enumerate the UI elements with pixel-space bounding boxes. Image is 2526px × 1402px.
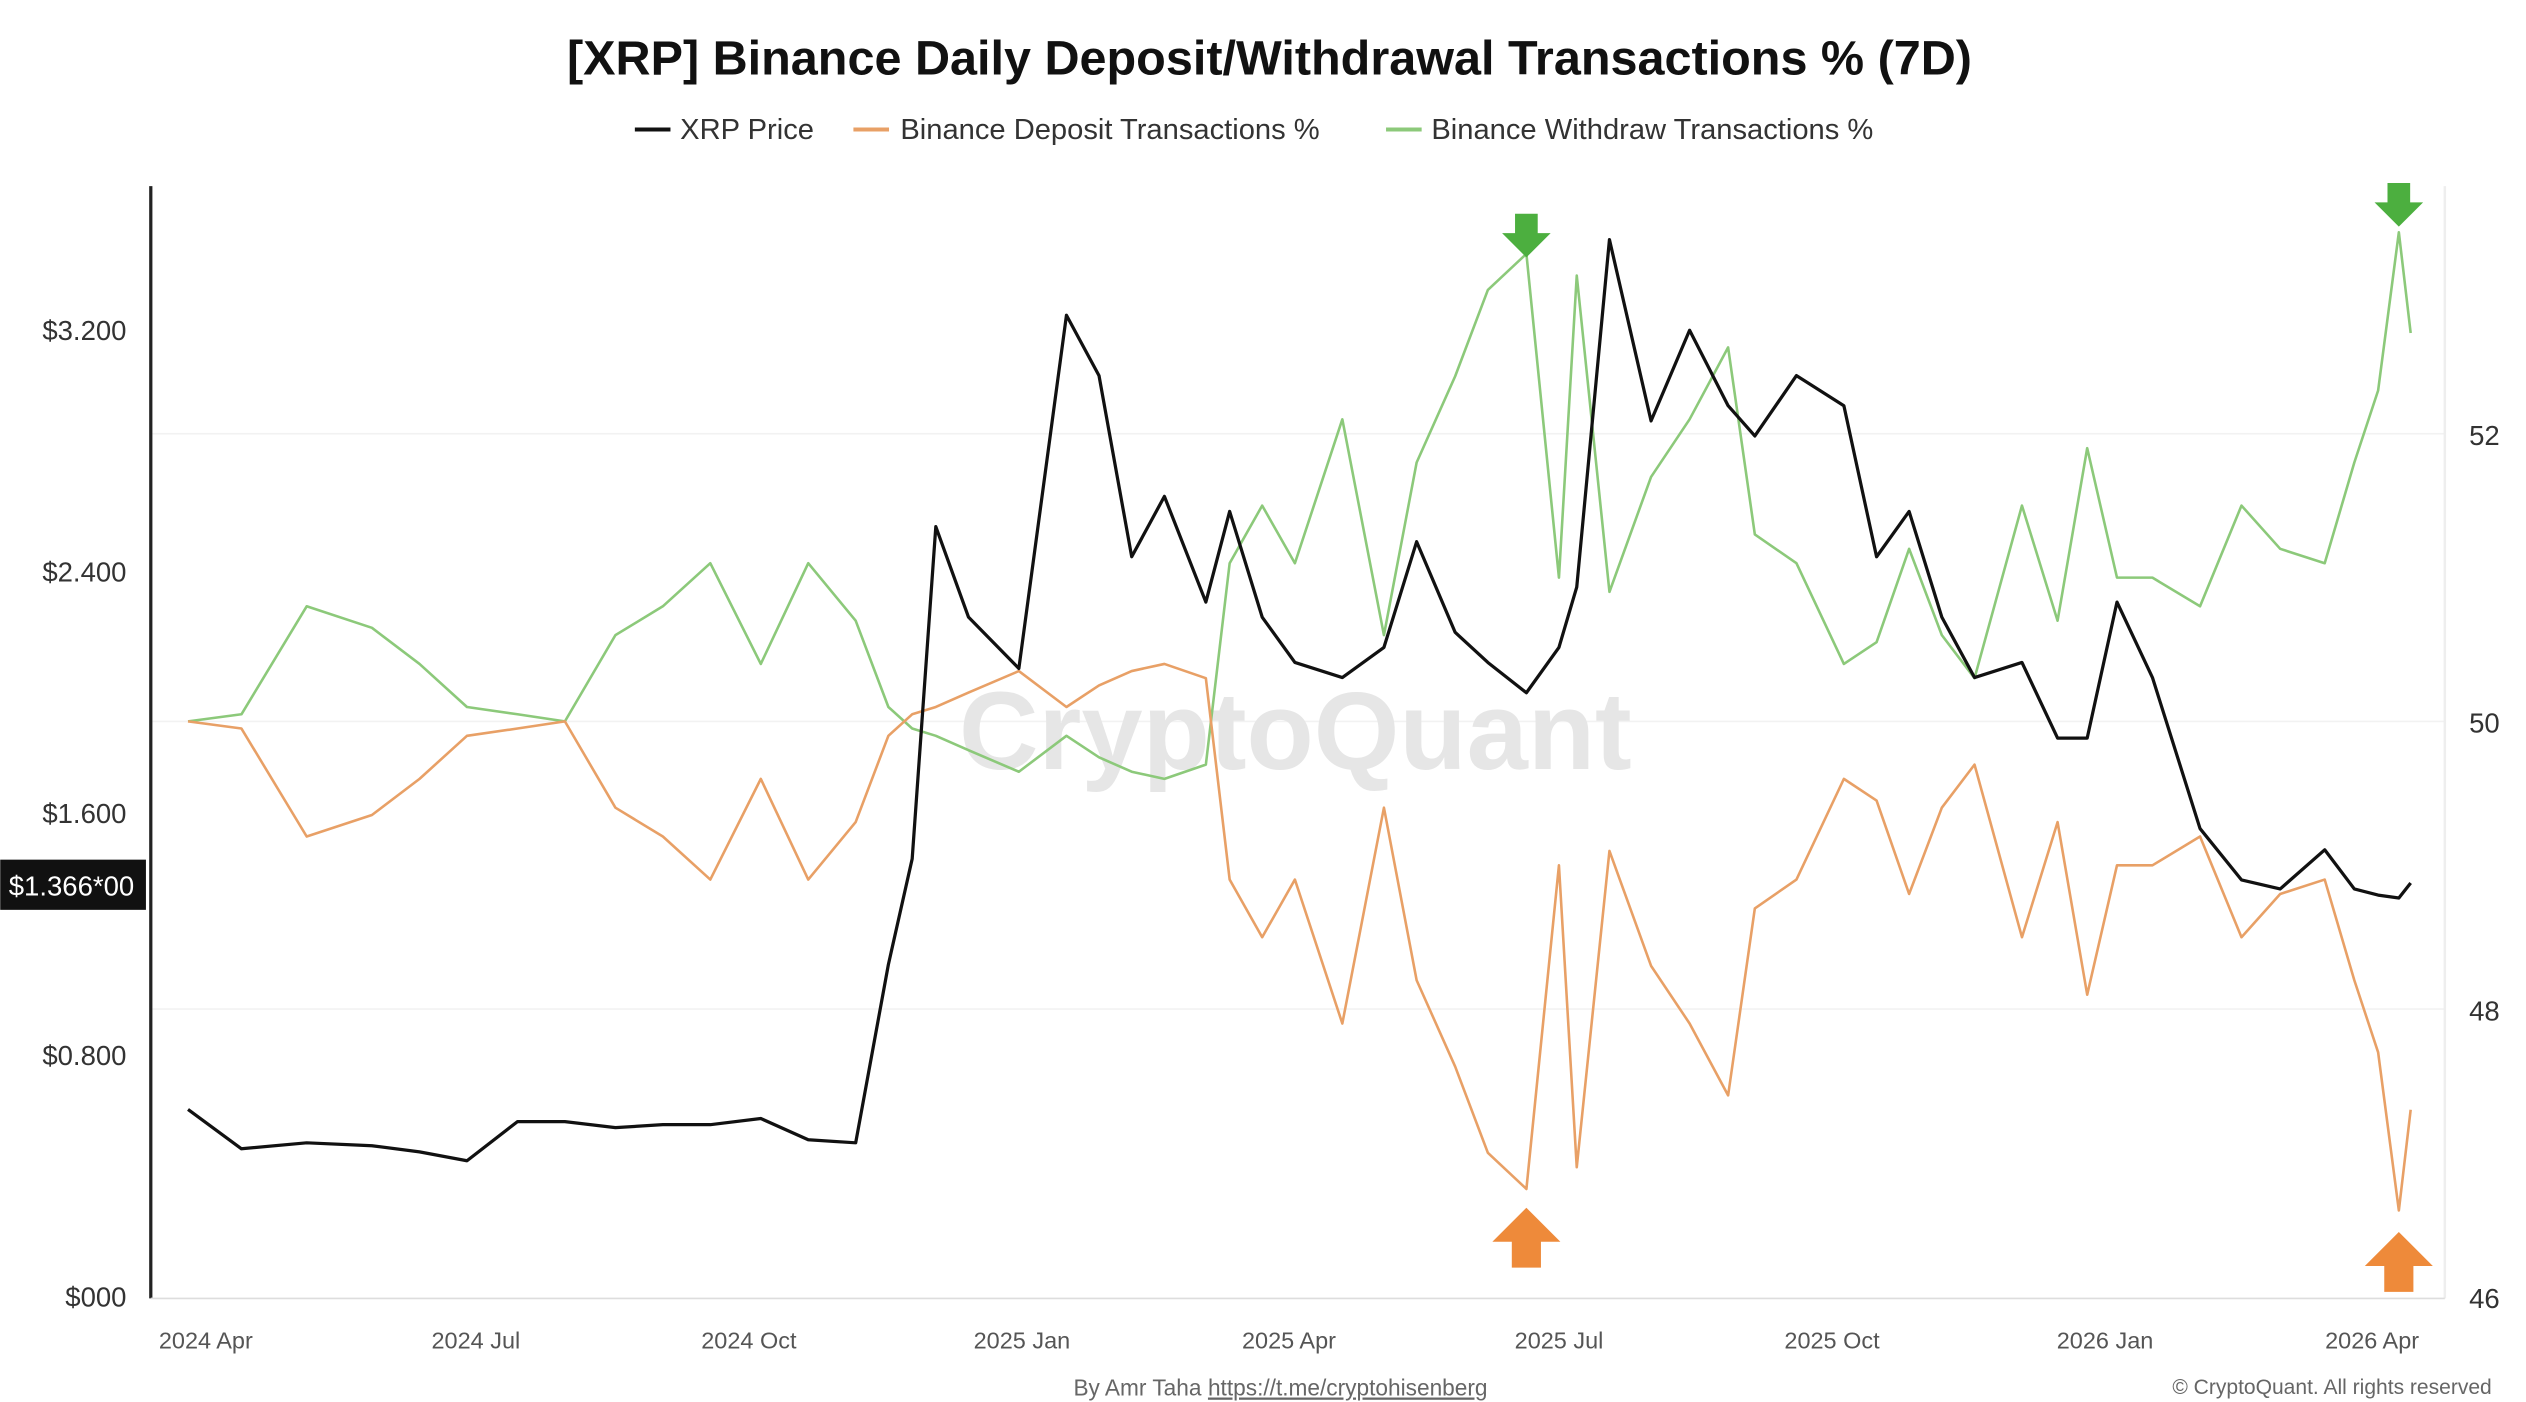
arrow-up-icon	[2364, 1232, 2433, 1292]
current-price-label: $1.366*00	[9, 870, 134, 901]
legend-deposit[interactable]: Binance Deposit Transactions %	[900, 114, 1319, 146]
series-line-deposit	[187, 662, 2412, 1212]
legend-withdraw[interactable]: Binance Withdraw Transactions %	[1431, 114, 1873, 146]
x-tick-label: 2025 Oct	[1784, 1328, 1880, 1354]
x-tick-label: 2024 Apr	[159, 1328, 253, 1354]
gridlines	[150, 432, 2445, 1010]
right-tick-label: 52	[2469, 420, 2500, 451]
x-tick-label: 2025 Jul	[1515, 1328, 1604, 1354]
left-tick-label: $3.200	[42, 315, 126, 346]
current-price-tag: $1.366*00	[0, 859, 146, 910]
right-tick-label: 50	[2469, 708, 2500, 739]
footer-copyright: © CryptoQuant. All rights reserved	[2172, 1376, 2491, 1399]
x-tick-label: 2026 Jan	[2057, 1328, 2154, 1354]
series-line-withdraw	[187, 231, 2412, 781]
right-tick-label: 46	[2469, 1283, 2500, 1314]
arrow-down-icon	[2374, 182, 2424, 227]
right-tick-label: 48	[2469, 995, 2500, 1026]
x-tick-label: 2024 Jul	[432, 1328, 521, 1354]
left-tick-label: $000	[65, 1281, 126, 1312]
legend-price[interactable]: XRP Price	[680, 114, 814, 146]
left-tick-label: $2.400	[42, 557, 126, 588]
left-tick-label: $1.600	[42, 798, 126, 829]
left-tick-label: $0.800	[42, 1040, 126, 1071]
chart-title: [XRP] Binance Daily Deposit/Withdrawal T…	[567, 31, 1972, 85]
watermark: CryptoQuant	[959, 670, 1632, 793]
x-tick-label: 2026 Apr	[2325, 1328, 2419, 1354]
legend: XRP Price Binance Deposit Transactions %…	[634, 114, 1873, 146]
x-tick-label: 2025 Apr	[1242, 1328, 1336, 1354]
footer: By Amr Taha https://t.me/cryptohisenberg…	[1073, 1375, 2491, 1401]
series-lines	[187, 231, 2412, 1212]
annotation-arrows	[1492, 182, 2433, 1292]
x-tick-label: 2025 Jan	[974, 1328, 1071, 1354]
arrow-up-icon	[1492, 1207, 1561, 1268]
arrow-down-icon	[1502, 213, 1551, 258]
footer-link[interactable]: https://t.me/cryptohisenberg	[1208, 1375, 1488, 1401]
axis-ticks: $000 $0.800 $1.600 $2.400 $3.200 46 48 50 52 2024…	[42, 315, 2499, 1354]
x-tick-label: 2024 Oct	[701, 1328, 797, 1354]
footer-byline: By Amr Taha	[1073, 1375, 1201, 1401]
series-line-price	[187, 237, 2412, 1163]
